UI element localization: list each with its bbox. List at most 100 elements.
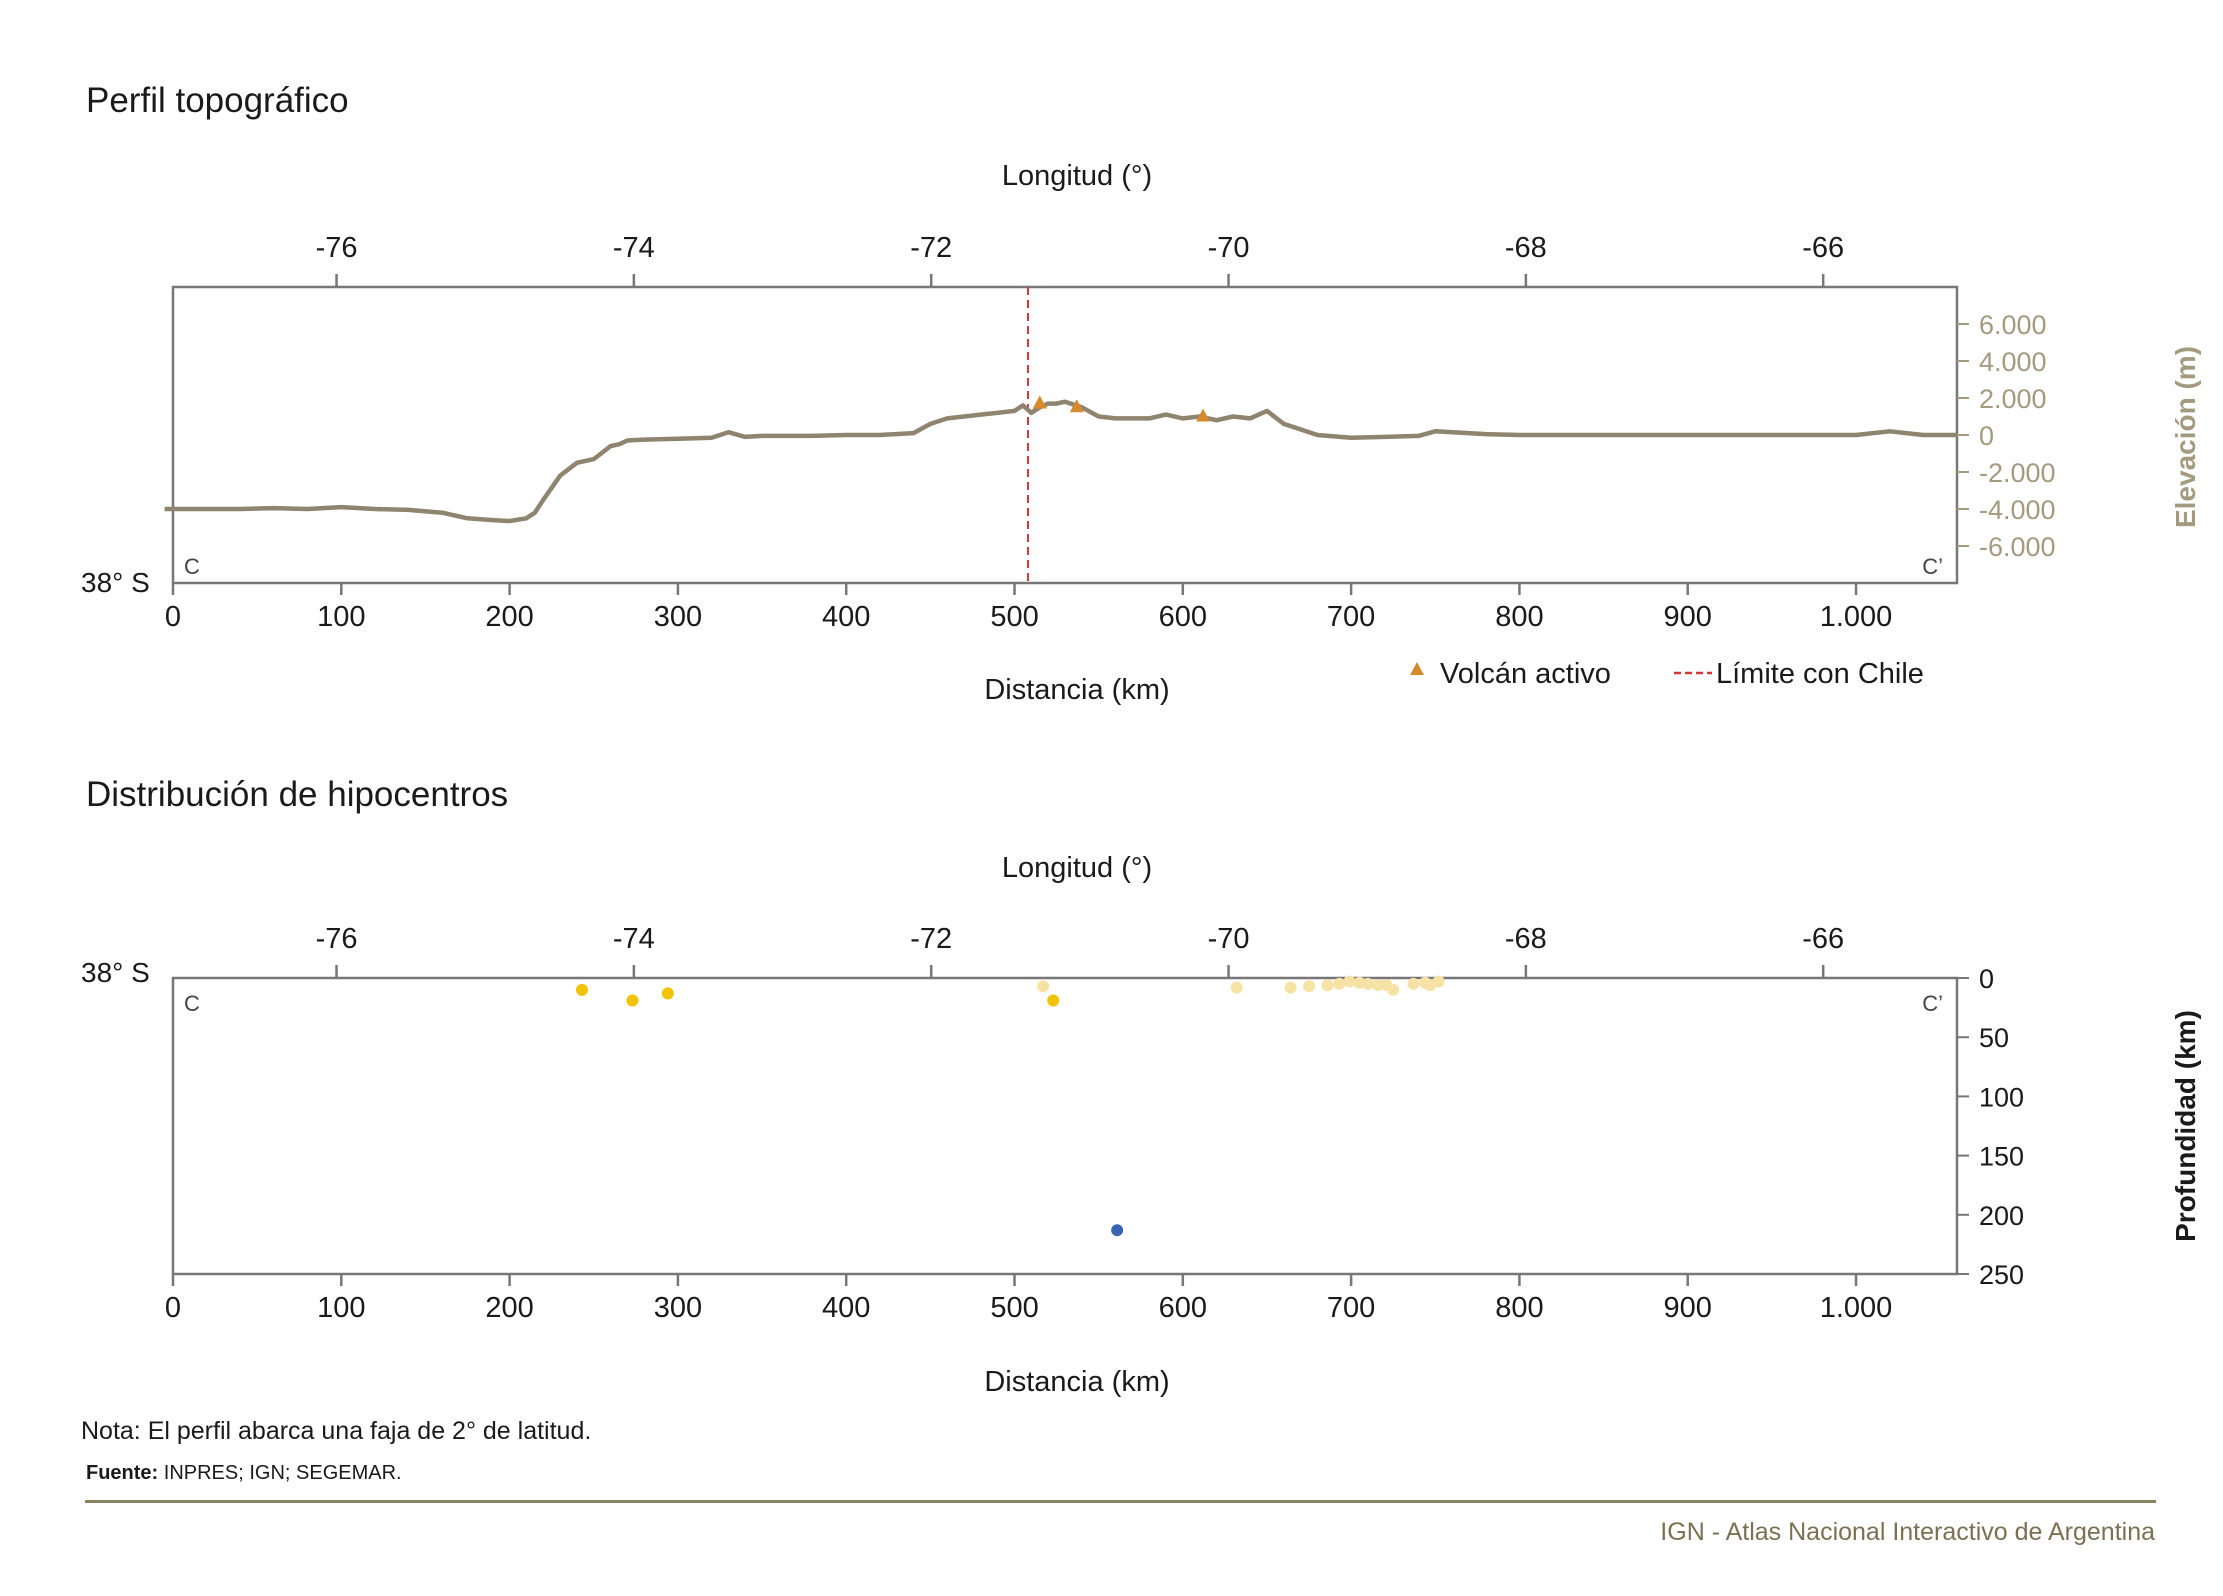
top-tick-label: -74 bbox=[613, 232, 655, 264]
y-tick-label: -6.000 bbox=[1979, 532, 2056, 562]
top-tick-label: -66 bbox=[1802, 232, 1844, 264]
chart1-y-axis-label: Elevación (m) bbox=[2170, 346, 2201, 528]
source-note: Fuente: INPRES; IGN; SEGEMAR. bbox=[86, 1462, 402, 1484]
hypocenter-point bbox=[1037, 980, 1050, 993]
top-tick-label: -72 bbox=[910, 232, 952, 264]
hypocenter-point bbox=[1343, 975, 1356, 988]
chart2-x-axis: 0 100 200 300 400 500 600 700 800 900 1.000 bbox=[165, 1274, 1892, 1324]
y-tick-label: 6.000 bbox=[1979, 310, 2047, 340]
hypocenter-point bbox=[661, 987, 674, 1000]
source-label: Fuente: bbox=[86, 1462, 158, 1484]
hypocenter-point bbox=[1372, 979, 1385, 992]
x-tick-label: 100 bbox=[317, 601, 365, 633]
chart2-x-axis-label: Distancia (km) bbox=[984, 1366, 1169, 1398]
x-tick-label: 0 bbox=[165, 1292, 181, 1324]
top-tick-label: -68 bbox=[1505, 923, 1547, 955]
legend-volcano-marker bbox=[1410, 662, 1424, 675]
x-tick-label: 1.000 bbox=[1820, 1292, 1893, 1324]
chart1-title: Perfil topográfico bbox=[86, 81, 349, 120]
chart2-top-axis: -76 -74 -72 -70 -68 -66 bbox=[316, 923, 1844, 978]
footer-rule bbox=[85, 1500, 2156, 1503]
y-tick-label: -2.000 bbox=[1979, 458, 2056, 488]
top-tick-label: -74 bbox=[613, 923, 655, 955]
legend-volcano-label: Volcán activo bbox=[1440, 658, 1611, 690]
y-tick-label: 150 bbox=[1979, 1142, 2024, 1172]
x-tick-label: 200 bbox=[485, 601, 533, 633]
chart2-start-label: C bbox=[184, 991, 200, 1016]
elevation-line bbox=[164, 399, 1957, 524]
x-tick-label: 1.000 bbox=[1820, 601, 1893, 633]
x-tick-label: 200 bbox=[485, 1292, 533, 1324]
chart2-top-axis-label: Longitud (°) bbox=[1002, 852, 1152, 884]
y-tick-label: 2.000 bbox=[1979, 384, 2047, 414]
hypocenter-point bbox=[1387, 983, 1400, 996]
chart1-top-axis: -76 -74 -72 -70 -68 -66 bbox=[316, 232, 1844, 287]
chart1-y-axis: 6.000 4.000 2.000 0 -2.000 -4.000 -6.000 bbox=[1957, 310, 2056, 562]
top-tick-label: -70 bbox=[1208, 232, 1250, 264]
legend-border-label: Límite con Chile bbox=[1716, 658, 1924, 690]
x-tick-label: 300 bbox=[654, 1292, 702, 1324]
x-tick-label: 900 bbox=[1664, 1292, 1712, 1324]
x-tick-label: 800 bbox=[1495, 601, 1543, 633]
y-tick-label: -4.000 bbox=[1979, 495, 2056, 525]
hypocenter-point bbox=[1303, 980, 1316, 993]
x-tick-label: 400 bbox=[822, 1292, 870, 1324]
hypocenter-point bbox=[626, 994, 639, 1007]
x-tick-label: 500 bbox=[990, 1292, 1038, 1324]
chart2-y-axis: 0 50 100 150 200 250 bbox=[1957, 964, 2024, 1290]
y-tick-label: 4.000 bbox=[1979, 347, 2047, 377]
x-tick-label: 700 bbox=[1327, 601, 1375, 633]
y-tick-label: 250 bbox=[1979, 1260, 2024, 1290]
chart2-y-axis-label: Profundidad (km) bbox=[2170, 1010, 2201, 1242]
chart1-latitude-label: 38° S bbox=[81, 567, 150, 598]
hypocenter-point bbox=[1321, 979, 1334, 992]
volcano-marker bbox=[1069, 399, 1084, 413]
hypocenter-point bbox=[1333, 977, 1346, 990]
x-tick-label: 100 bbox=[317, 1292, 365, 1324]
x-tick-label: 400 bbox=[822, 601, 870, 633]
top-tick-label: -68 bbox=[1505, 232, 1547, 264]
top-tick-label: -72 bbox=[910, 923, 952, 955]
profile-note: Nota: El perfil abarca una faja de 2° de… bbox=[81, 1417, 591, 1445]
top-tick-label: -76 bbox=[316, 232, 358, 264]
top-tick-label: -76 bbox=[316, 923, 358, 955]
top-tick-label: -66 bbox=[1802, 923, 1844, 955]
x-tick-label: 500 bbox=[990, 601, 1038, 633]
source-text: INPRES; IGN; SEGEMAR. bbox=[158, 1462, 401, 1484]
chart1-top-axis-label: Longitud (°) bbox=[1002, 160, 1152, 192]
chart1-start-label: C bbox=[184, 554, 200, 579]
hypocenter-point bbox=[1284, 981, 1297, 994]
chart1-x-axis: 0 100 200 300 400 500 600 700 800 900 1.000 bbox=[165, 583, 1892, 633]
x-tick-label: 0 bbox=[165, 601, 181, 633]
volcano-marker bbox=[1032, 395, 1047, 409]
chart2-end-label: C’ bbox=[1922, 991, 1943, 1016]
volcano-marker bbox=[1196, 408, 1211, 422]
top-tick-label: -70 bbox=[1208, 923, 1250, 955]
elevation-line-group bbox=[164, 399, 1957, 524]
x-tick-label: 600 bbox=[1159, 1292, 1207, 1324]
y-tick-label: 50 bbox=[1979, 1023, 2009, 1053]
x-tick-label: 300 bbox=[654, 601, 702, 633]
hypocenter-point bbox=[1407, 977, 1420, 990]
hypocenter-point bbox=[1230, 981, 1243, 994]
x-tick-label: 800 bbox=[1495, 1292, 1543, 1324]
hypocenter-point bbox=[1432, 975, 1445, 988]
y-tick-label: 0 bbox=[1979, 421, 1994, 451]
chart2-plot-frame bbox=[171, 976, 1959, 1276]
chart1-x-axis-label: Distancia (km) bbox=[984, 674, 1169, 706]
x-tick-label: 600 bbox=[1159, 601, 1207, 633]
y-tick-label: 100 bbox=[1979, 1082, 2024, 1112]
footer-credit: IGN - Atlas Nacional Interactivo de Arge… bbox=[1660, 1518, 2155, 1546]
hypocenter-point bbox=[575, 983, 588, 996]
y-tick-label: 0 bbox=[1979, 964, 1994, 994]
hypocenter-point bbox=[1111, 1224, 1124, 1237]
volcano-markers bbox=[1032, 395, 1211, 422]
chart2-latitude-label: 38° S bbox=[81, 957, 150, 988]
hypocenter-point bbox=[1047, 994, 1060, 1007]
topographic-profile-chart: Perfil topográfico Longitud (°) -76 -74 -7… bbox=[81, 81, 2201, 706]
y-tick-label: 200 bbox=[1979, 1201, 2024, 1231]
x-tick-label: 700 bbox=[1327, 1292, 1375, 1324]
hypocenter-distribution-chart: Distribución de hipocentros Longitud (°)… bbox=[81, 775, 2201, 1398]
chart1-end-label: C’ bbox=[1922, 554, 1943, 579]
chart1-legend: Volcán activo Límite con Chile bbox=[1410, 658, 1924, 690]
